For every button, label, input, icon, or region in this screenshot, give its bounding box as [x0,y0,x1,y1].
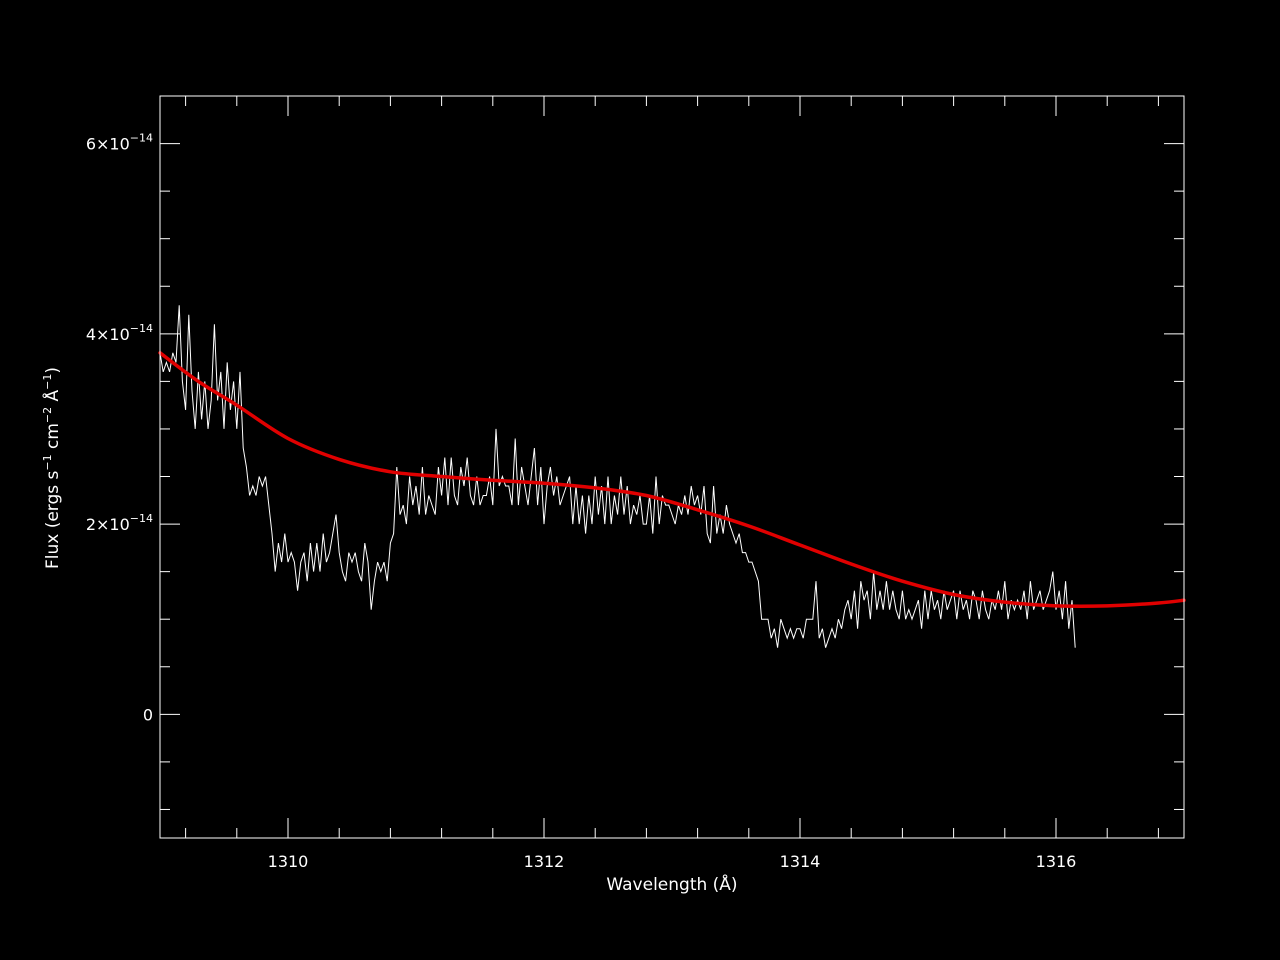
y-tick-mantissa: 2×10 [86,515,130,534]
y-tick-exponent: −14 [130,132,153,145]
y-axis-title-exp2: −2 [41,407,54,423]
y-tick-mantissa: 4×10 [86,325,130,344]
y-axis-title: Flux (ergs s−1 cm−2 Å−1) [41,367,63,569]
y-axis-title-exp1: −1 [41,454,54,470]
x-tick-label: 1312 [524,852,565,871]
x-tick-label: 1316 [1036,852,1077,871]
y-tick-mantissa: 6×10 [86,135,130,154]
y-axis-title-mid: cm [43,423,63,454]
y-tick-label: 2×10−14 [86,512,153,534]
y-tick-exponent: −14 [130,322,153,335]
y-axis-title-exp3: −1 [41,374,54,390]
plot-area [158,305,1186,648]
y-tick-label: 6×10−14 [86,132,153,154]
y-axis-title-prefix: Flux (ergs s [43,470,63,569]
axes-frame [159,95,1185,839]
x-tick-label: 1310 [268,852,309,871]
y-tick-label: 4×10−14 [86,322,153,344]
y-axis-title-mid2: Å [41,389,63,406]
x-axis-title: Wavelength (Å) [606,873,737,895]
y-tick-labels: 02×10−144×10−146×10−14 [86,132,153,725]
y-tick-exponent: −14 [130,512,153,525]
y-tick-label: 0 [143,705,153,724]
fit-curve-line [158,351,1186,609]
spectrum-line [159,305,1076,648]
x-tick-label: 1314 [780,852,821,871]
y-axis-title-suffix: ) [43,367,63,374]
axis-ticks [160,95,1184,838]
x-tick-labels: 1310 1312 1314 1316 [268,852,1077,871]
